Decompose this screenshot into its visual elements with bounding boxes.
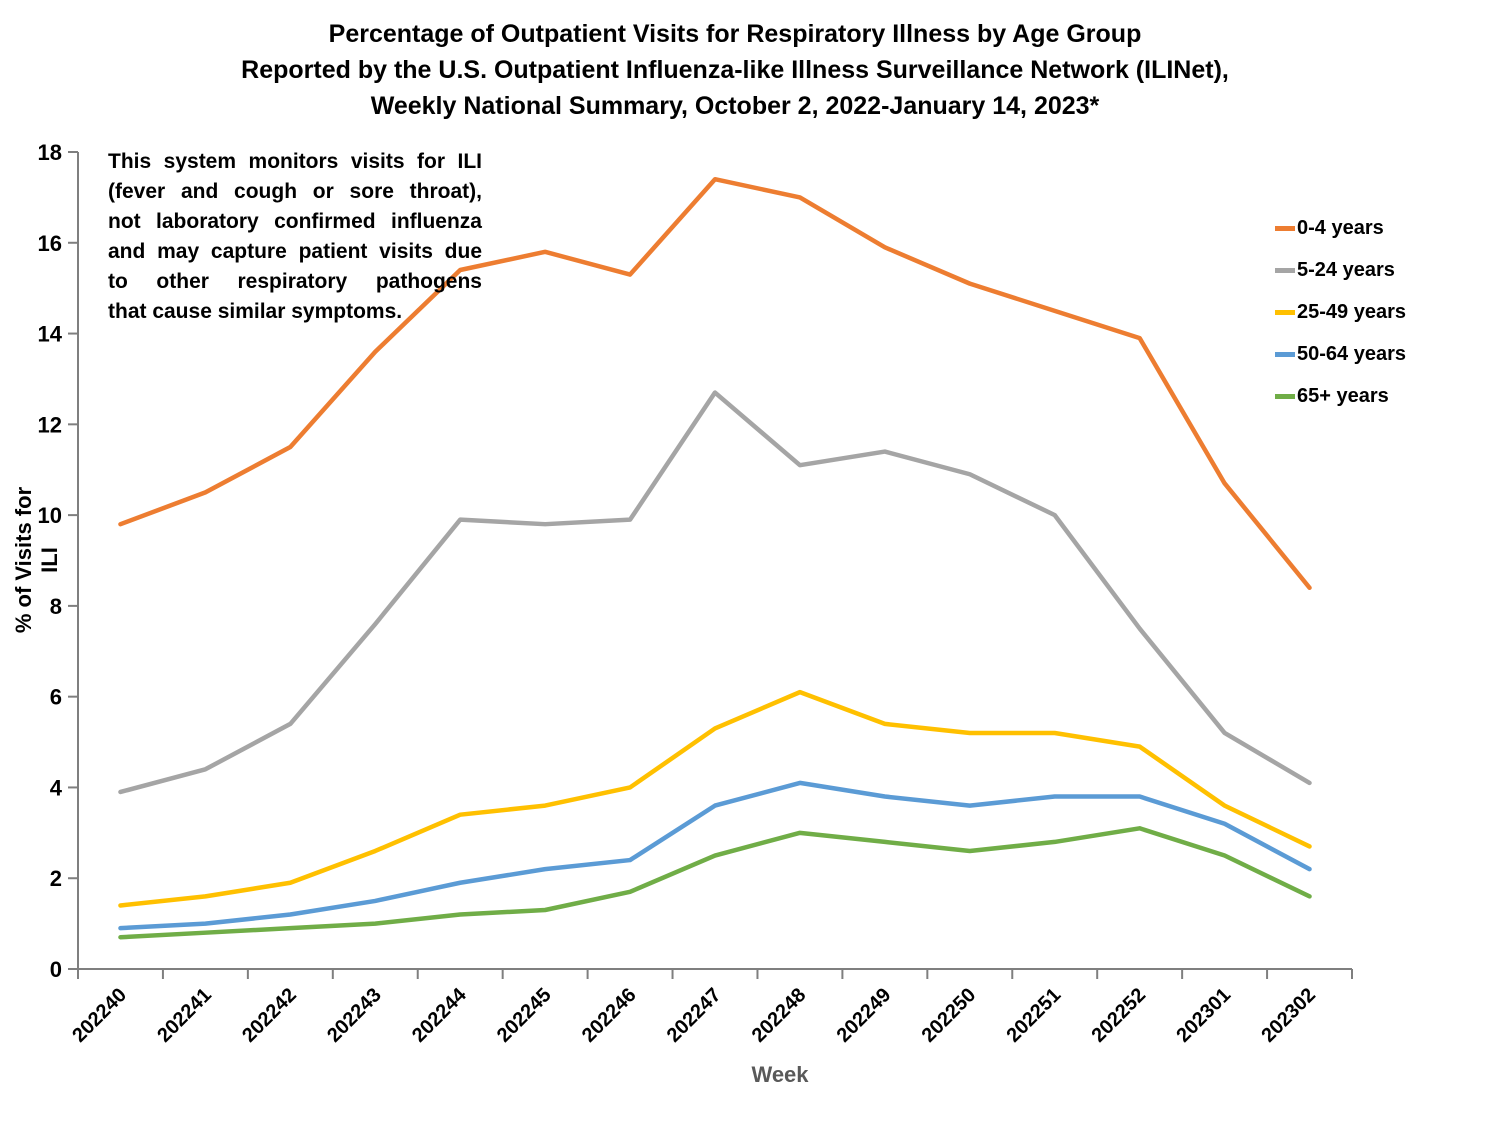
legend-item-65-years: 65+ years — [1275, 384, 1406, 408]
legend-label: 65+ years — [1297, 384, 1389, 407]
annotation-line: to other respiratory pathogens — [108, 270, 482, 293]
x-axis-title: Week — [751, 1062, 809, 1087]
series-line-5-24-years — [118, 390, 1312, 795]
y-axis-title: % of Visits for ILI — [11, 486, 62, 634]
x-tick-label: 202246 — [578, 984, 641, 1047]
y-tick-label: 2 — [50, 866, 62, 891]
chart-title-line-1: Percentage of Outpatient Visits for Resp… — [328, 20, 1142, 48]
x-tick-label: 202247 — [663, 984, 726, 1047]
x-tick-label: 202241 — [153, 984, 216, 1047]
x-tick-label: 202251 — [1003, 984, 1066, 1047]
x-tick-label: 202243 — [323, 984, 386, 1047]
legend-line-swatch — [1275, 267, 1295, 273]
legend-item-50-64-years: 50-64 years — [1275, 342, 1406, 366]
chart-title-line-3: Weekly National Summary, October 2, 2022… — [370, 92, 1100, 120]
legend-label: 5-24 years — [1297, 258, 1395, 281]
y-tick-label: 16 — [38, 231, 62, 256]
x-tick-label: 202244 — [408, 983, 471, 1046]
x-tick-label: 202301 — [1172, 984, 1235, 1047]
x-tick-label: 202242 — [238, 984, 301, 1047]
chart-title: Percentage of Outpatient Visits for Resp… — [0, 16, 1470, 124]
legend-label: 0-4 years — [1297, 216, 1384, 239]
annotation-line: This system monitors visits for ILI — [108, 150, 482, 173]
legend-line-swatch — [1275, 225, 1295, 231]
chart-annotation: This system monitors visits for ILI (fev… — [108, 147, 482, 327]
y-tick-label: 12 — [38, 412, 62, 437]
y-tick-label: 18 — [38, 140, 62, 165]
legend-label: 50-64 years — [1297, 342, 1406, 365]
x-tick-label: 202240 — [68, 984, 131, 1047]
chart-title-line-2: Reported by the U.S. Outpatient Influenz… — [241, 56, 1229, 84]
legend-item-0-4-years: 0-4 years — [1275, 216, 1406, 240]
annotation-line: not laboratory confirmed influenza — [108, 210, 482, 233]
x-tick-label: 202245 — [493, 984, 556, 1047]
series-line-0-4-years — [118, 176, 1312, 590]
series-line-65-years — [118, 826, 1312, 940]
y-tick-label: 0 — [50, 957, 62, 982]
x-tick-label: 202250 — [918, 984, 981, 1047]
y-tick-label: 10 — [38, 503, 62, 528]
legend-label: 25-49 years — [1297, 300, 1406, 323]
annotation-line: that cause similar symptoms. — [108, 300, 403, 323]
legend-item-5-24-years: 5-24 years — [1275, 258, 1406, 282]
y-tick-label: 4 — [50, 775, 63, 800]
legend-item-25-49-years: 25-49 years — [1275, 300, 1406, 324]
series-line-50-64-years — [118, 780, 1312, 931]
legend-line-swatch — [1275, 309, 1295, 315]
annotation-line: (fever and cough or sore throat), — [108, 180, 482, 203]
y-tick-label: 6 — [50, 685, 62, 710]
annotation-line: and may capture patient visits due — [108, 240, 482, 263]
chart-legend: 0-4 years 5-24 years 25-49 years 50-64 year… — [1275, 216, 1406, 426]
y-tick-label: 8 — [50, 594, 62, 619]
x-tick-label: 202249 — [833, 984, 896, 1047]
y-tick-label: 14 — [38, 322, 63, 347]
x-tick-label: 202248 — [748, 984, 811, 1047]
series-line-25-49-years — [118, 689, 1312, 908]
legend-line-swatch — [1275, 351, 1295, 357]
legend-line-swatch — [1275, 393, 1295, 399]
x-tick-label: 202302 — [1257, 984, 1320, 1047]
x-tick-label: 202252 — [1087, 984, 1150, 1047]
